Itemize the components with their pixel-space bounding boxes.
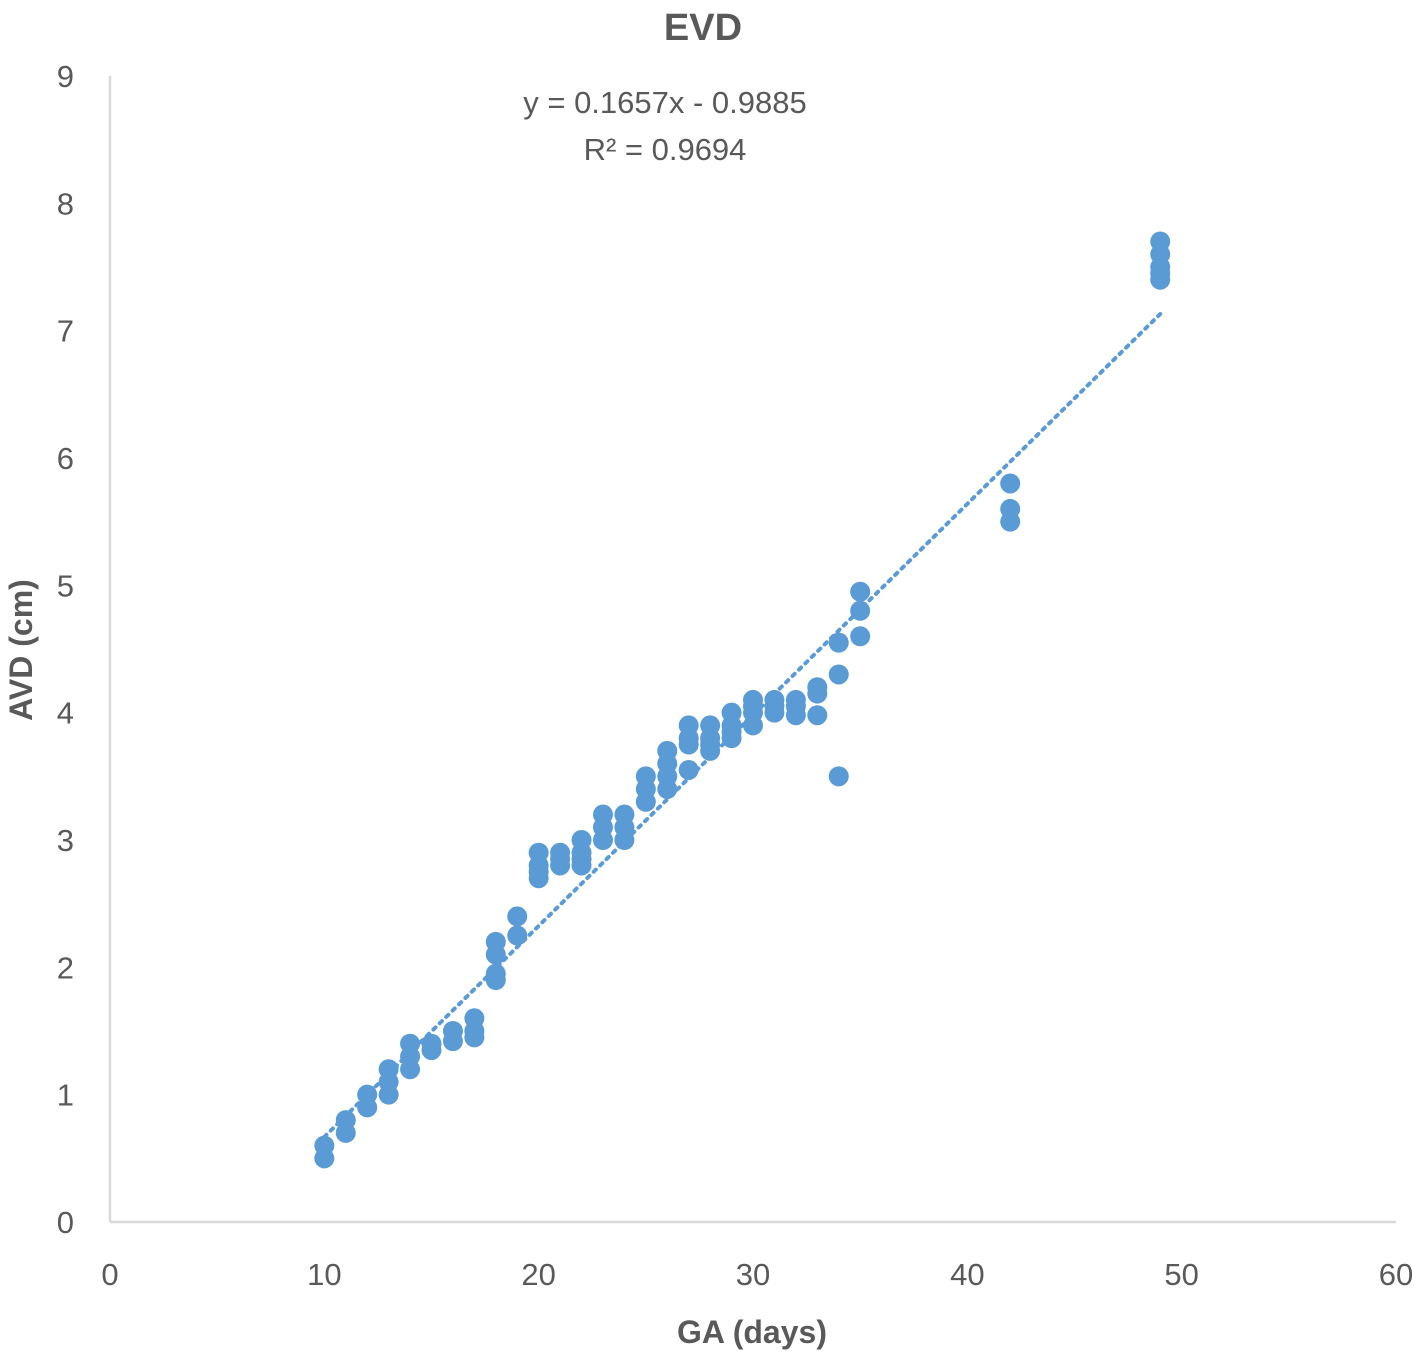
data-point: [678, 759, 699, 780]
data-point: [1150, 231, 1171, 252]
x-tick-label: 10: [307, 1257, 341, 1292]
x-tick-label: 40: [950, 1257, 984, 1292]
y-tick-label: 7: [57, 314, 74, 349]
y-tick-label: 5: [57, 568, 74, 603]
data-point: [850, 626, 871, 647]
x-axis-tick-labels: 0 10 20 30 40 50 60: [101, 1257, 1413, 1292]
data-point: [850, 581, 871, 602]
data-point: [1000, 473, 1021, 494]
data-point: [485, 931, 506, 952]
x-tick-label: 60: [1379, 1257, 1413, 1292]
x-tick-label: 0: [101, 1257, 118, 1292]
data-point: [442, 1021, 463, 1041]
x-tick-label: 50: [1164, 1257, 1198, 1292]
x-axis-title: GA (days): [677, 1314, 827, 1350]
y-tick-label: 0: [57, 1205, 74, 1240]
y-tick-label: 4: [57, 696, 74, 731]
data-point: [357, 1084, 378, 1105]
x-tick-label: 20: [521, 1257, 555, 1292]
y-tick-label: 6: [57, 441, 74, 476]
data-point: [378, 1059, 399, 1080]
y-tick-label: 8: [57, 186, 74, 221]
y-tick-label: 2: [57, 950, 74, 985]
data-point: [828, 664, 849, 685]
data-point: [807, 677, 828, 698]
data-point: [635, 766, 656, 787]
data-point: [743, 689, 763, 710]
data-point: [614, 804, 635, 825]
data-point: [528, 842, 549, 863]
data-point: [807, 705, 828, 726]
scatter-points: [314, 231, 1171, 1169]
data-point: [850, 600, 871, 621]
chart-title: EVD: [664, 7, 742, 49]
data-point: [550, 842, 571, 863]
data-point: [678, 715, 699, 736]
data-point: [400, 1033, 421, 1054]
data-point: [507, 906, 528, 927]
data-point: [721, 702, 742, 723]
data-point: [571, 830, 592, 850]
y-tick-label: 9: [57, 59, 74, 94]
data-point: [485, 963, 506, 984]
data-point: [700, 715, 721, 736]
x-tick-label: 30: [736, 1257, 770, 1292]
y-axis-title: AVD (cm): [3, 579, 39, 721]
data-point: [657, 740, 678, 761]
data-point: [335, 1110, 356, 1131]
trendline-r2-label: R² = 0.9694: [584, 132, 747, 167]
data-point: [464, 1008, 485, 1029]
data-point: [314, 1135, 335, 1156]
data-point: [785, 689, 806, 710]
data-point: [828, 632, 849, 653]
data-point: [764, 689, 785, 710]
y-tick-label: 1: [57, 1078, 74, 1113]
data-point: [1000, 498, 1021, 519]
data-point: [592, 804, 613, 825]
data-point: [828, 766, 849, 787]
linear-trendline: [322, 312, 1163, 1139]
data-point: [507, 925, 528, 946]
trendline-equation-label: y = 0.1657x - 0.9885: [523, 85, 807, 120]
y-axis-tick-labels: 0 1 2 3 4 5 6 7 8 9: [57, 59, 74, 1240]
y-tick-label: 3: [57, 823, 74, 858]
data-point: [421, 1033, 442, 1054]
